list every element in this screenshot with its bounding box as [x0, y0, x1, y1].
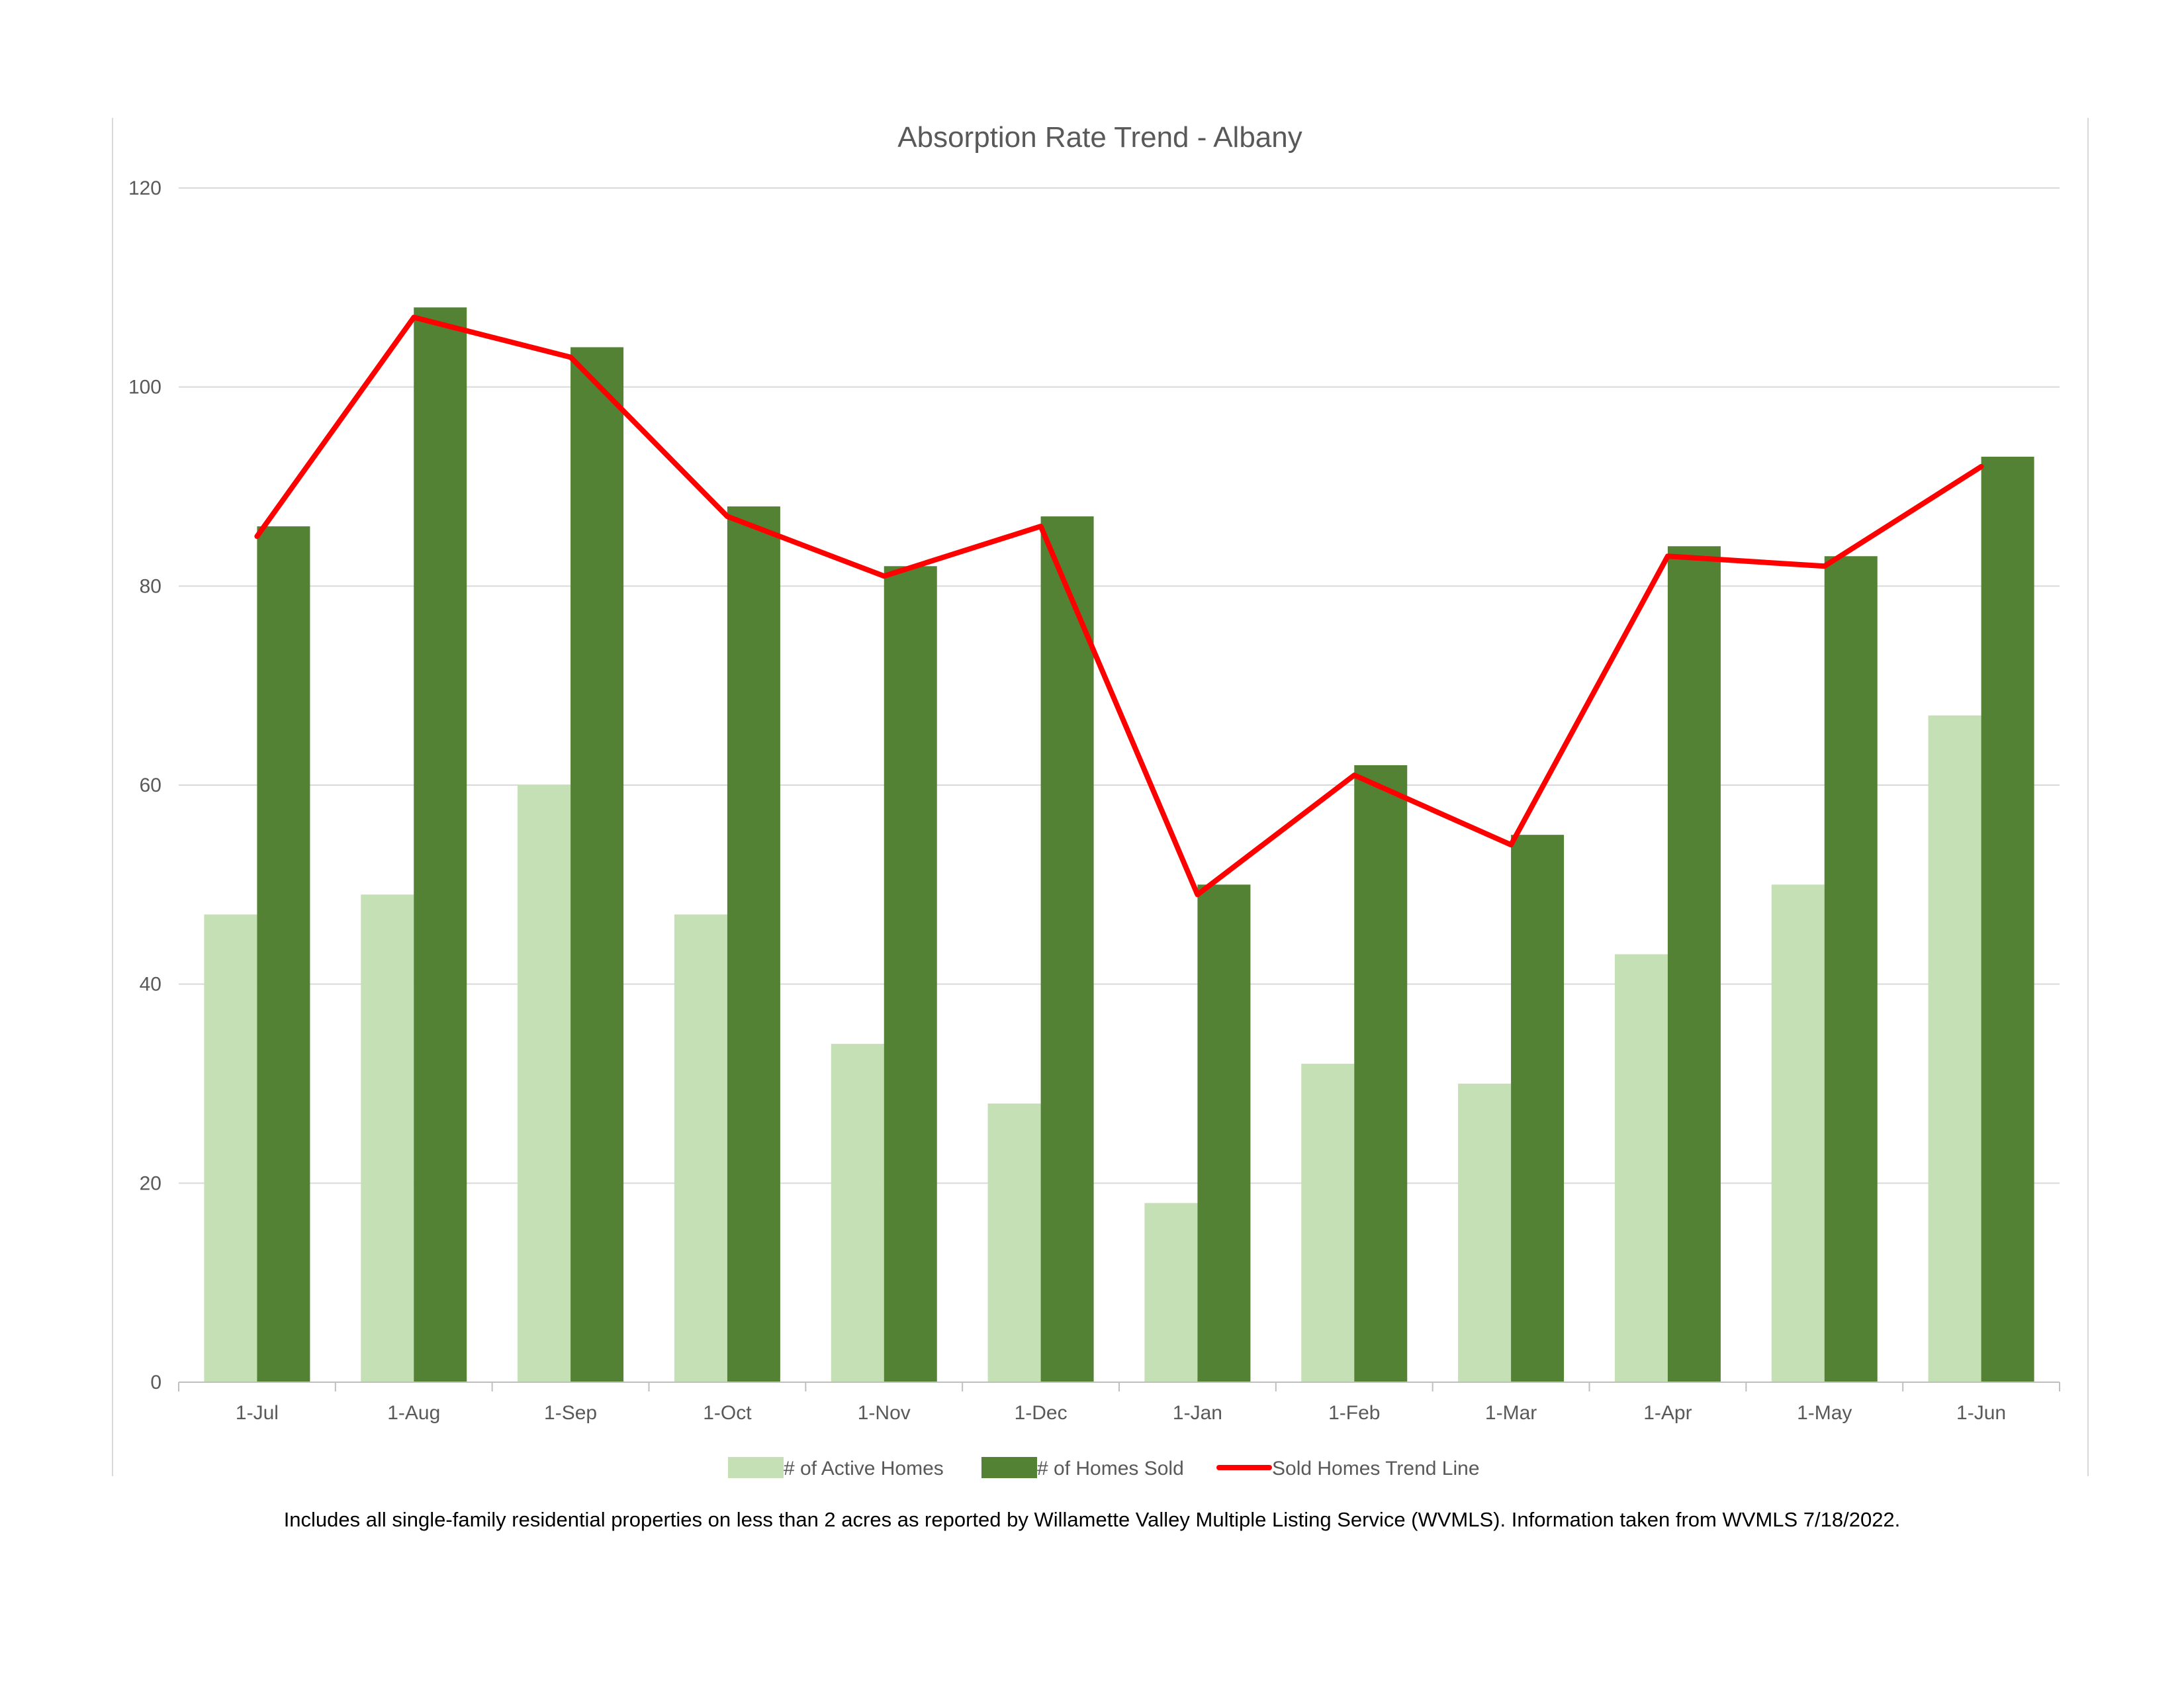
x-tick-label: 1-Dec: [1015, 1402, 1068, 1424]
y-tick-label: 100: [128, 377, 161, 399]
bar-homes-sold: [1511, 835, 1565, 1382]
y-tick-label: 40: [140, 974, 161, 996]
legend-swatch: [728, 1457, 784, 1478]
bar-homes-sold: [1667, 546, 1721, 1383]
legend: # of Active Homes # of Homes Sold Sold Hom…: [728, 1457, 1480, 1479]
bar-active-homes: [1458, 1084, 1512, 1382]
legend-swatch: [981, 1457, 1037, 1478]
bar-active-homes: [361, 894, 414, 1382]
bar-homes-sold: [884, 566, 937, 1383]
x-tick-label: 1-Sep: [544, 1402, 597, 1424]
legend-label: Sold Homes Trend Line: [1272, 1458, 1480, 1479]
trend-line-layer: [254, 314, 1984, 898]
x-tick-label: 1-Mar: [1485, 1402, 1537, 1424]
y-axis: 0 20 40 60 80 100 120: [128, 177, 161, 1393]
x-tick-label: 1-Jul: [236, 1402, 279, 1424]
y-tick-label: 20: [140, 1172, 161, 1194]
x-tick-label: 1-Jan: [1173, 1402, 1222, 1424]
bar-homes-sold: [570, 347, 624, 1382]
y-tick-label: 60: [140, 774, 161, 796]
bar-active-homes: [831, 1043, 884, 1382]
chart-title: Absorption Rate Trend - Albany: [897, 121, 1302, 154]
bar-homes-sold: [414, 307, 467, 1382]
y-tick-label: 80: [140, 575, 161, 597]
bar-homes-sold: [1197, 884, 1251, 1382]
bar-homes-sold: [1354, 765, 1408, 1382]
x-tick-label: 1-Jun: [1956, 1402, 2006, 1424]
bar-active-homes: [1771, 884, 1825, 1382]
bar-homes-sold: [1040, 516, 1094, 1382]
x-tick-label: 1-May: [1797, 1402, 1852, 1424]
bar-active-homes: [1144, 1203, 1198, 1382]
bar-homes-sold: [727, 506, 780, 1382]
bar-homes-sold: [1824, 556, 1878, 1382]
x-tick-label: 1-Oct: [703, 1402, 752, 1424]
bars: [204, 307, 2034, 1383]
x-axis: 1-Jul 1-Aug 1-Sep 1-Oct 1-Nov 1-Dec 1-Jan 1-Feb…: [178, 1382, 2060, 1424]
y-tick-label: 120: [128, 177, 161, 199]
bar-active-homes: [204, 914, 257, 1382]
footnote: Includes all single-family residential p…: [283, 1508, 1901, 1531]
bar-active-homes: [674, 914, 727, 1382]
legend-label: # of Homes Sold: [1037, 1458, 1184, 1479]
legend-label: # of Active Homes: [784, 1458, 944, 1479]
gridlines: [179, 187, 2060, 1184]
x-tick-label: 1-Apr: [1643, 1402, 1692, 1424]
bar-active-homes: [1301, 1063, 1355, 1382]
bar-active-homes: [518, 785, 571, 1382]
x-tick-label: 1-Feb: [1328, 1402, 1380, 1424]
bar-active-homes: [1614, 954, 1668, 1382]
bar-homes-sold: [257, 526, 310, 1383]
bar-active-homes: [987, 1103, 1041, 1382]
y-tick-label: 0: [150, 1372, 161, 1393]
bar-active-homes: [1928, 715, 1981, 1382]
x-tick-label: 1-Aug: [387, 1402, 440, 1424]
bar-homes-sold: [1981, 456, 2034, 1382]
trend-line: [254, 314, 1984, 898]
x-tick-label: 1-Nov: [858, 1402, 911, 1424]
